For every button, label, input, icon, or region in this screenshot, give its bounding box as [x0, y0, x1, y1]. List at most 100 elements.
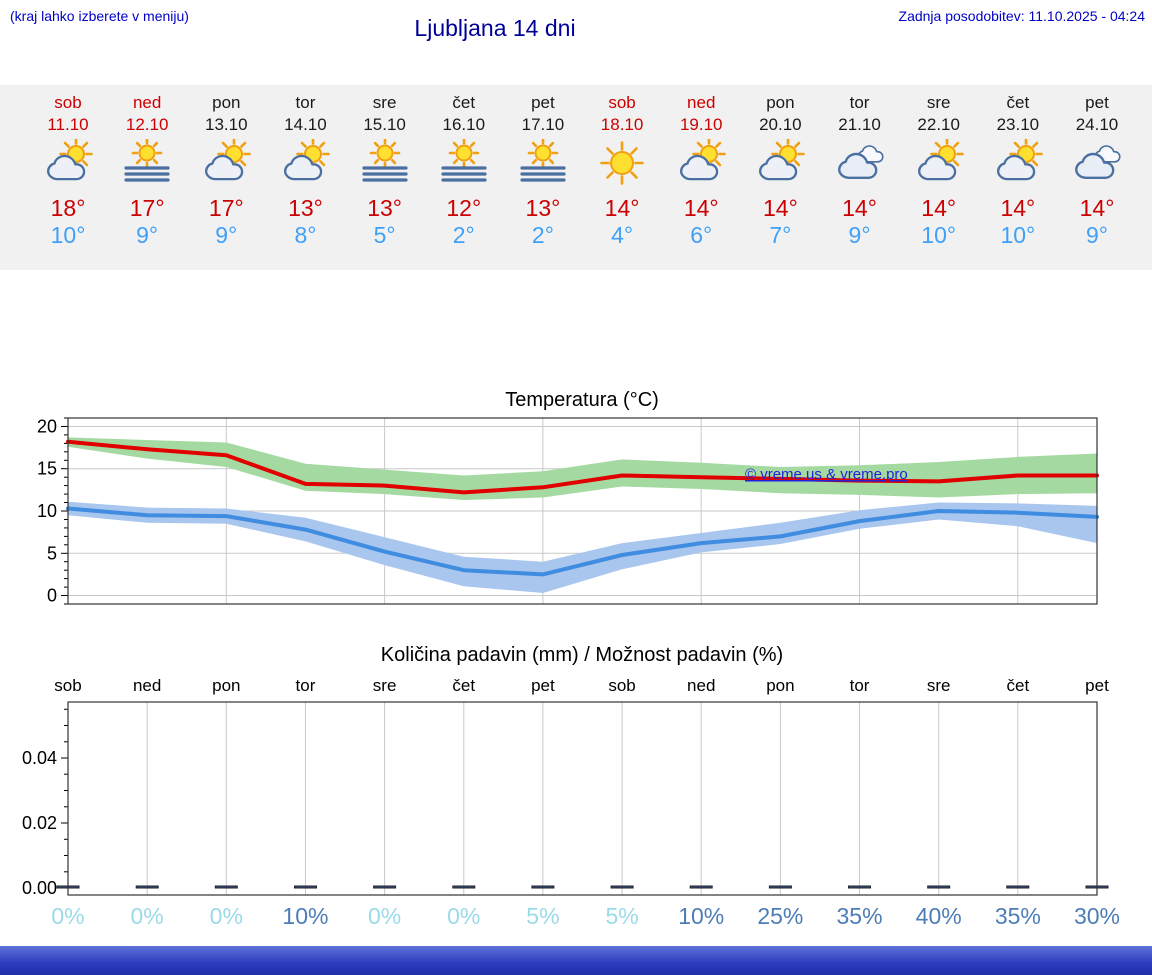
day-date: 21.10 [838, 115, 881, 134]
day-name: ned [132, 93, 162, 112]
forecast-day-11.10[interactable]: sob 11.10 18° 10° [28, 92, 108, 249]
precip-probability: 0% [209, 903, 243, 929]
day-date: 15.10 [363, 115, 406, 134]
day-name: tor [849, 93, 870, 112]
forecast-day-15.10[interactable]: sre 15.10 13° 5° [345, 92, 425, 249]
temp-max: 18° [50, 195, 86, 221]
forecast-strip: sob 11.10 18° 10° ned 12.10 17° 9° pon 13.10 17° 9°… [0, 85, 1152, 270]
precip-day-label: sre [372, 676, 397, 695]
precip-probability-row: 0% 0% 0% 10% 0% 0% 5% 5% 10% 25% 35% 40% 35% 30% [0, 903, 1152, 933]
temp-max: 14° [604, 195, 640, 221]
forecast-day-24.10[interactable]: pet 24.10 14° 9° [1057, 92, 1137, 249]
precip-probability: 0% [51, 903, 85, 929]
forecast-day-16.10[interactable]: čet 16.10 12° 2° [424, 92, 504, 249]
temp-max: 14° [683, 195, 719, 221]
temp-min: 7° [769, 222, 792, 248]
day-name: sre [926, 93, 951, 112]
precip-probability: 10% [282, 903, 329, 929]
forecast-day-21.10[interactable]: tor 21.10 14° 9° [820, 92, 900, 249]
forecast-day-17.10[interactable]: pet 17.10 13° 2° [503, 92, 583, 249]
svg-text:0.02: 0.02 [22, 813, 57, 833]
forecast-day-18.10[interactable]: sob 18.10 14° 4° [582, 92, 662, 249]
temp-min: 4° [611, 222, 634, 248]
day-date: 16.10 [442, 115, 486, 134]
temp-min: 8° [294, 222, 317, 248]
precip-day-label: ned [687, 676, 716, 695]
precip-day-label: ned [132, 676, 162, 695]
temp-min: 6° [690, 222, 713, 248]
day-date: 13.10 [205, 115, 248, 134]
temp-min: 9° [1086, 222, 1108, 248]
precip-day-label: pon [766, 676, 795, 695]
day-name: pet [1085, 93, 1109, 112]
svg-text:0: 0 [47, 586, 57, 606]
day-name: sre [372, 93, 397, 112]
weather-icon-sun-fog [503, 137, 583, 189]
tmax-series-line [66, 439, 1099, 495]
temp-min: 5° [373, 222, 396, 248]
day-date: 11.10 [47, 115, 89, 134]
temp-min: 9° [136, 222, 159, 248]
day-name: pon [766, 93, 795, 112]
precip-grid [146, 702, 1019, 895]
forecast-day-12.10[interactable]: ned 12.10 17° 9° [107, 92, 187, 249]
precip-day-label: tor [295, 676, 316, 695]
day-date: 12.10 [125, 115, 169, 134]
precip-probability: 25% [757, 903, 804, 929]
day-name: čet [452, 93, 476, 112]
svg-text:0.00: 0.00 [22, 878, 57, 898]
svg-text:10: 10 [37, 501, 57, 521]
precip-day-label: sre [926, 676, 951, 695]
temp-max: 17° [208, 195, 244, 221]
day-date: 24.10 [1075, 115, 1119, 134]
forecast-day-14.10[interactable]: tor 14.10 13° 8° [265, 92, 345, 249]
forecast-day-23.10[interactable]: čet 23.10 14° 10° [978, 92, 1058, 249]
temp-min: 9° [848, 222, 871, 248]
temp-min: 10° [1000, 222, 1036, 248]
forecast-day-20.10[interactable]: pon 20.10 14° 7° [740, 92, 820, 249]
page-title: Ljubljana 14 dni [414, 15, 576, 41]
svg-text:5: 5 [47, 543, 57, 563]
temp-min: 10° [50, 222, 86, 248]
svg-text:20: 20 [37, 417, 57, 437]
weather-icon-sun-fog [345, 137, 425, 189]
day-name: ned [687, 93, 716, 112]
forecast-day-22.10[interactable]: sre 22.10 14° 10° [899, 92, 979, 249]
forecast-day-13.10[interactable]: pon 13.10 17° 9° [186, 92, 266, 249]
precip-probability: 5% [605, 903, 639, 929]
last-update: Zadnja posodobitev: 11.10.2025 - 04:24 [898, 8, 1145, 24]
temp-max: 13° [288, 195, 323, 221]
precip-probability: 30% [1073, 903, 1121, 929]
weather-icon-sun-cloud [899, 137, 979, 189]
day-name: pet [531, 93, 555, 112]
svg-text:15: 15 [37, 459, 57, 479]
temp-max: 13° [367, 195, 402, 221]
precip-chart-title: Količina padavin (mm) / Možnost padavin … [380, 644, 784, 666]
watermark-link[interactable]: © vreme.us & vreme.pro [745, 466, 908, 483]
temp-plot-border [67, 417, 1098, 605]
day-date: 23.10 [996, 115, 1040, 134]
weather-icon-sun-cloud [740, 137, 820, 189]
precip-day-label: sob [608, 676, 636, 695]
temp-min: 10° [921, 222, 957, 248]
temp-max: 14° [921, 195, 957, 221]
temp-min: 9° [215, 222, 238, 248]
weather-icon-cloud [1057, 139, 1137, 189]
temp-max: 14° [842, 195, 877, 221]
tmin-series-line [66, 506, 1099, 577]
weather-icon-cloud [820, 139, 900, 189]
temp-min: 2° [531, 222, 554, 248]
forecast-day-19.10[interactable]: ned 19.10 14° 6° [661, 92, 741, 249]
weather-icon-sun-cloud [28, 137, 108, 189]
precip-day-label: sob [54, 676, 82, 695]
precip-probability: 35% [836, 903, 883, 929]
precip-probability: 40% [915, 903, 962, 929]
precip-probability: 35% [994, 903, 1041, 929]
weather-icon-sun-cloud [978, 137, 1058, 189]
precip-day-label: tor [849, 676, 870, 695]
footer-bar [0, 946, 1152, 975]
day-date: 19.10 [679, 115, 723, 134]
precip-probability: 0% [130, 903, 164, 929]
temp-min: 2° [452, 222, 475, 248]
day-name: čet [1006, 93, 1030, 112]
